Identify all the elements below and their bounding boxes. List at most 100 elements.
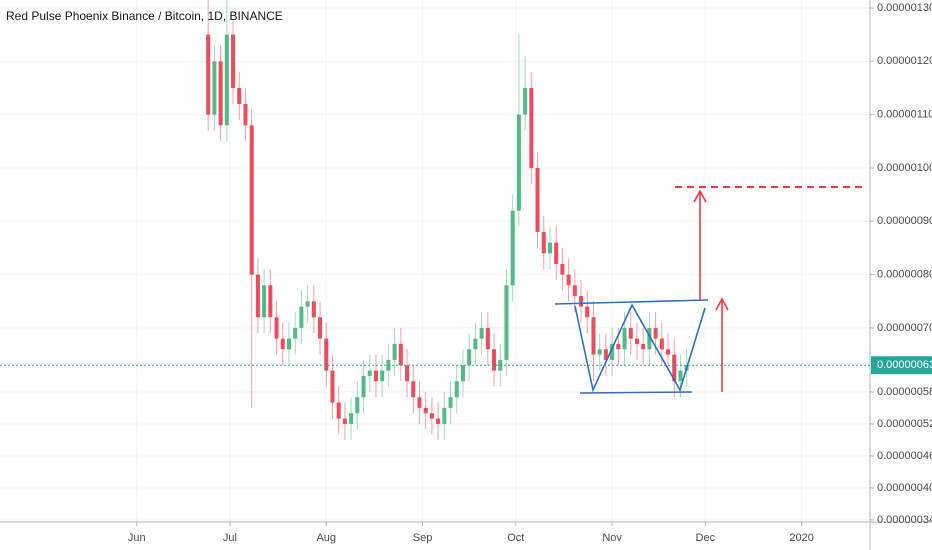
candles (206, 0, 689, 440)
candle-body (479, 327, 484, 339)
y-tick-label: 0.00000130 (877, 2, 932, 14)
candle-body (485, 327, 490, 350)
x-tick-label: Jun (128, 532, 146, 544)
x-tick-label: Aug (316, 532, 336, 544)
x-tick-label: Nov (602, 532, 622, 544)
candle-body (417, 397, 422, 408)
candle-body (405, 365, 410, 382)
candle-body (330, 370, 335, 403)
candle-body (566, 274, 571, 286)
candle-body (572, 285, 577, 296)
x-tick-label: 2020 (789, 532, 813, 544)
candle-body (274, 317, 279, 339)
candle-body (237, 87, 242, 104)
candle-body (367, 370, 372, 376)
candle-body (473, 338, 478, 350)
last-price-box (871, 356, 932, 375)
candle-body (591, 317, 596, 355)
x-tick-label: Jul (223, 532, 237, 544)
x-tick-label: Oct (507, 532, 524, 544)
candle-body (535, 167, 540, 232)
candle-body (454, 381, 459, 398)
candle-body (218, 61, 223, 126)
candle-body (349, 413, 354, 424)
candle-body (523, 87, 528, 115)
candle-body (336, 402, 341, 419)
candle-body (647, 327, 652, 350)
y-tick-label: 0.00000090 (877, 215, 932, 227)
candle-body (616, 343, 621, 350)
candle-body (516, 114, 521, 211)
candle-body (361, 375, 366, 398)
candle-body (510, 210, 515, 286)
y-tick-label: 0.00000080 (877, 269, 932, 281)
y-tick-label: 0.00000070 (877, 322, 932, 334)
candle-body (411, 381, 416, 398)
arrow-head (693, 189, 707, 203)
arrow-head (715, 297, 729, 311)
candle-body (541, 231, 546, 254)
grid (0, 0, 870, 522)
candle-body (224, 34, 229, 126)
candle-body (342, 418, 347, 424)
candle-body (492, 349, 497, 371)
candle-body (231, 34, 236, 88)
support-line (579, 391, 693, 394)
candle-body (380, 370, 385, 382)
candle-body (442, 407, 447, 424)
candle-body (504, 285, 509, 360)
candle-body (293, 327, 298, 339)
candle-body (212, 61, 217, 115)
y-tick-label: 0.00000052 (877, 418, 932, 430)
candle-body (206, 34, 211, 115)
candle-body (280, 338, 285, 350)
candle-body (672, 354, 677, 382)
candle-body (305, 301, 310, 307)
candle-body (653, 327, 658, 339)
candle-body (299, 306, 304, 328)
y-tick-label: 0.00000100 (877, 162, 932, 174)
resistance-line (554, 299, 709, 305)
candle-body (678, 370, 683, 382)
candle-body (597, 349, 602, 355)
y-tick-label: 0.00000058 (877, 386, 932, 398)
candle-body (603, 349, 608, 360)
drawings (554, 186, 866, 394)
candle-body (628, 327, 633, 339)
candle-body (262, 285, 267, 318)
x-tick-label: Dec (696, 532, 716, 544)
candle-body (460, 365, 465, 382)
candle-body (641, 343, 646, 350)
y-tick-label: 0.00000120 (877, 55, 932, 67)
y-tick-label: 0.00000040 (877, 482, 932, 494)
candle-body (659, 338, 664, 350)
candle-body (255, 274, 260, 318)
y-tick-label: 0.00000046 (877, 450, 932, 462)
candle-body (373, 370, 378, 382)
candle-body (423, 407, 428, 414)
y-tick-label: 0.00000110 (877, 109, 932, 121)
candle-body (392, 343, 397, 360)
candle-body (429, 413, 434, 419)
candle-body (311, 301, 316, 318)
candle-body (467, 349, 472, 366)
candle-body (579, 295, 584, 307)
candle-body (268, 285, 273, 318)
candle-body (622, 327, 627, 350)
last-price-label: 0.00000063 (877, 359, 932, 371)
x-tick-label: Sep (413, 532, 433, 544)
candle-body (398, 343, 403, 366)
candle-body (436, 418, 441, 424)
candle-body (666, 349, 671, 355)
candle-body (324, 338, 329, 371)
candle-body (243, 103, 248, 126)
candle-body (249, 125, 254, 275)
candle-body (610, 343, 615, 360)
chart-title: Red Pulse Phoenix Binance / Bitcoin, 1D,… (6, 9, 283, 23)
candle-body (355, 397, 360, 414)
candle-body (554, 242, 559, 264)
candle-body (286, 338, 291, 350)
